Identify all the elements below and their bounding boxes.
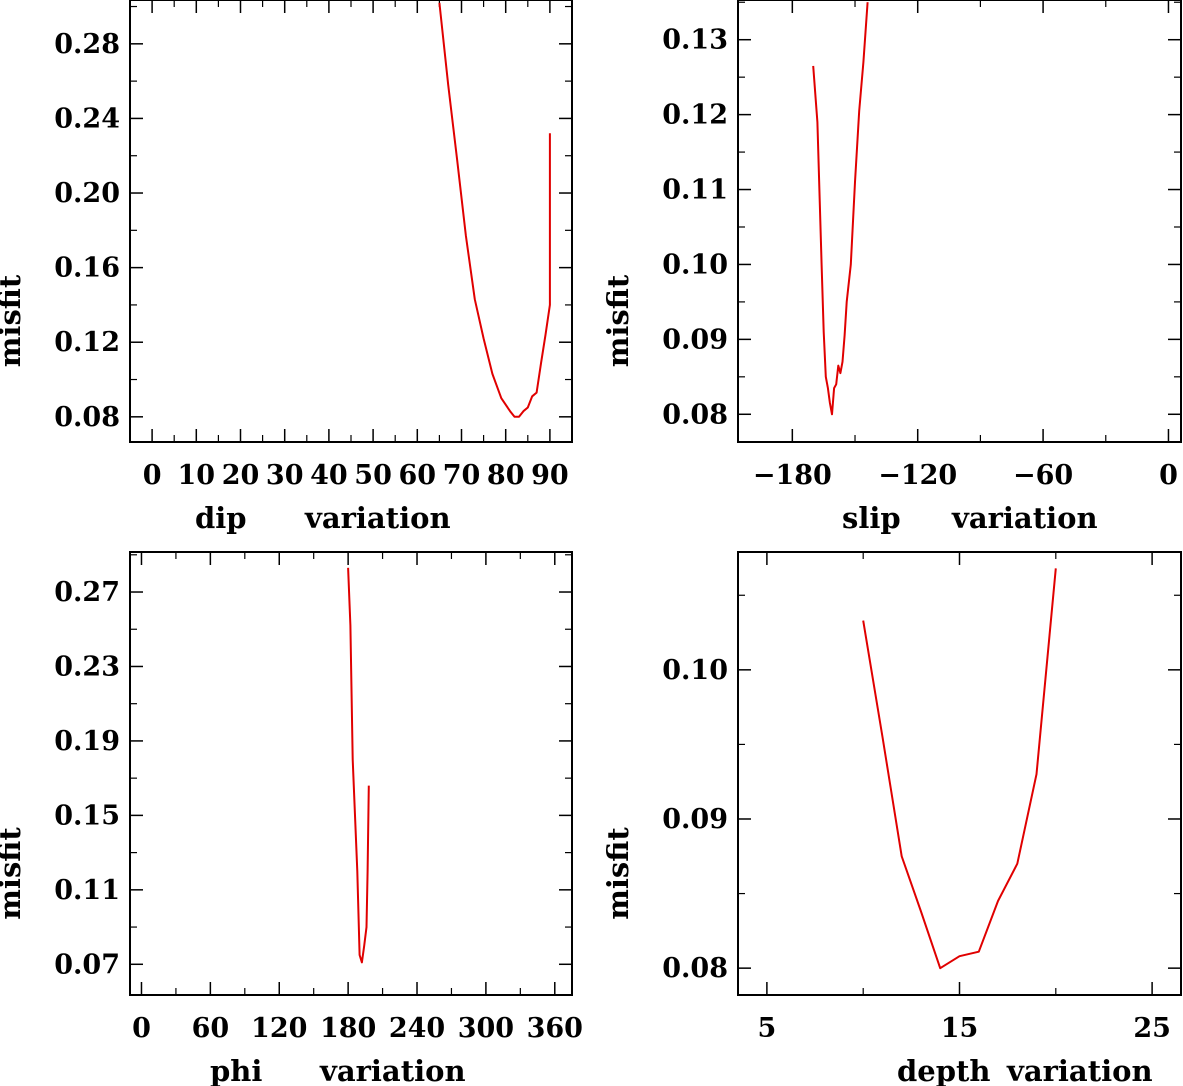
plot-frame xyxy=(737,0,1182,443)
y-tick-label: 0.28 xyxy=(54,29,120,60)
x-tick-label: 25 xyxy=(1133,1013,1171,1044)
y-tick-labels: 0.07 0.11 0.15 0.19 0.23 0.27 xyxy=(54,577,120,980)
x-tick-labels: 0 60 120 180 240 300 360 xyxy=(132,1013,583,1044)
tick-marks xyxy=(738,0,1181,442)
x-tick-label: 120 xyxy=(251,1013,307,1044)
x-tick-label: 0 xyxy=(132,1013,151,1044)
tick-marks xyxy=(738,552,1181,995)
y-tick-label: 0.19 xyxy=(54,726,120,757)
x-axis-label-parameter: phi xyxy=(210,1054,262,1086)
x-axis-label-parameter: depth xyxy=(897,1054,991,1086)
x-tick-label: 80 xyxy=(487,460,525,491)
y-tick-label: 0.09 xyxy=(662,324,728,355)
x-axis-label-variation: variation xyxy=(319,1054,466,1086)
y-tick-label: 0.08 xyxy=(662,953,728,984)
y-axis-label: misfit xyxy=(601,274,635,367)
slip-misfit-panel: −180 −120 −60 0 0.08 0.09 0.10 0.11 0.12 0.13 sl… xyxy=(601,0,1182,535)
x-axis-label-variation: variation xyxy=(1006,1054,1153,1086)
x-tick-label: 5 xyxy=(757,1013,776,1044)
y-tick-label: 0.08 xyxy=(54,402,120,433)
x-tick-label: 360 xyxy=(527,1013,583,1044)
x-tick-labels: 0 10 20 30 40 50 60 70 80 90 xyxy=(143,460,569,491)
x-tick-label: 40 xyxy=(310,460,348,491)
tick-marks xyxy=(130,552,572,995)
y-axis-label: misfit xyxy=(0,827,27,920)
x-tick-label: 50 xyxy=(354,460,392,491)
y-tick-labels: 0.08 0.12 0.16 0.20 0.24 0.28 xyxy=(54,29,120,433)
misfit-curve xyxy=(862,568,1057,970)
x-tick-labels: 5 15 25 xyxy=(757,1013,1170,1044)
y-axis-label: misfit xyxy=(601,827,635,920)
misfit-curve xyxy=(347,567,370,964)
y-tick-labels: 0.08 0.09 0.10 0.11 0.12 0.13 xyxy=(662,25,728,431)
x-tick-label: −60 xyxy=(1013,460,1073,491)
y-tick-label: 0.11 xyxy=(54,875,120,906)
misfit-curve xyxy=(438,2,551,418)
y-tick-label: 0.23 xyxy=(54,651,120,682)
tick-marks xyxy=(129,0,573,442)
x-tick-label: 60 xyxy=(399,460,437,491)
plot-frame xyxy=(129,551,573,996)
depth-misfit-panel: 5 15 25 0.08 0.09 0.10 depth variation misfi… xyxy=(601,551,1182,1086)
x-tick-label: 30 xyxy=(266,460,304,491)
y-tick-label: 0.07 xyxy=(54,949,120,980)
y-tick-label: 0.27 xyxy=(54,577,120,608)
x-axis-label-parameter: dip xyxy=(195,501,247,535)
x-axis-label-variation: variation xyxy=(951,501,1098,535)
y-tick-label: 0.13 xyxy=(662,25,728,56)
x-axis-label-variation: variation xyxy=(304,501,451,535)
x-axis-label-parameter: slip xyxy=(842,501,901,535)
y-tick-label: 0.10 xyxy=(662,655,728,686)
x-tick-label: 90 xyxy=(531,460,569,491)
y-tick-label: 0.12 xyxy=(54,327,120,358)
y-tick-label: 0.10 xyxy=(662,249,728,280)
x-tick-labels: −180 −120 −60 0 xyxy=(753,460,1178,491)
y-tick-label: 0.16 xyxy=(54,253,120,284)
x-tick-label: 0 xyxy=(1159,460,1178,491)
y-axis-label: misfit xyxy=(0,274,27,367)
x-tick-label: 70 xyxy=(443,460,481,491)
x-tick-label: 15 xyxy=(941,1013,979,1044)
y-tick-label: 0.15 xyxy=(54,800,120,831)
x-tick-label: 60 xyxy=(192,1013,230,1044)
y-tick-label: 0.24 xyxy=(54,103,120,134)
x-tick-label: 300 xyxy=(458,1013,514,1044)
x-tick-label: −180 xyxy=(753,460,832,491)
x-tick-label: 0 xyxy=(143,460,162,491)
y-tick-labels: 0.08 0.09 0.10 xyxy=(662,655,728,984)
x-tick-label: 10 xyxy=(178,460,216,491)
x-tick-label: 180 xyxy=(320,1013,376,1044)
phi-misfit-panel: 0 60 120 180 240 300 360 0.070.110.150.190.230… xyxy=(0,551,583,1086)
dip-misfit-panel: 0 10 20 30 40 50 60 70 80 90 0.08 0.12 0.16 0.20 0.24… xyxy=(0,0,573,535)
x-tick-label: 240 xyxy=(389,1013,445,1044)
misfit-curve xyxy=(812,2,869,416)
y-tick-label: 0.11 xyxy=(662,175,728,206)
y-tick-label: 0.20 xyxy=(54,178,120,209)
y-tick-label: 0.12 xyxy=(662,100,728,131)
x-tick-label: −120 xyxy=(878,460,957,491)
y-tick-label: 0.08 xyxy=(662,399,728,430)
y-tick-label: 0.09 xyxy=(662,804,728,835)
x-tick-label: 20 xyxy=(222,460,260,491)
